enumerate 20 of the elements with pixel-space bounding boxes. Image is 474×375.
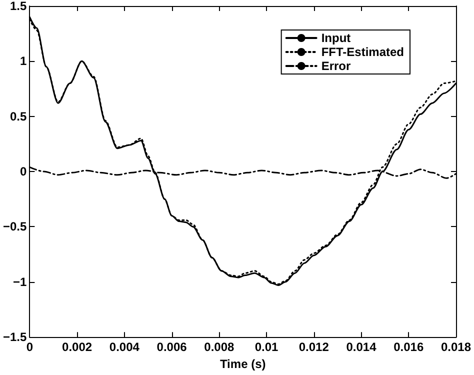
y-tick-label: −1 xyxy=(13,274,28,289)
legend-label: FFT-Estimated xyxy=(321,45,404,59)
x-tick-label: 0.018 xyxy=(440,340,472,354)
x-tick-label: 0.006 xyxy=(156,340,188,354)
x-tick-label: 0.01 xyxy=(254,340,279,354)
x-tick-label: 0.002 xyxy=(62,340,92,354)
x-tick-label: 0.014 xyxy=(346,340,377,354)
y-tick-label: 1.5 xyxy=(10,0,28,13)
x-axis-title: Time (s) xyxy=(220,357,266,371)
x-tick-label: 0.016 xyxy=(394,340,424,354)
x-tick-label: 0.004 xyxy=(109,340,140,354)
y-tick-label: 0.5 xyxy=(10,109,28,124)
y-tick-label: 0 xyxy=(20,164,27,179)
x-tick-label: 0.012 xyxy=(298,340,330,354)
legend-label: Error xyxy=(321,59,351,73)
x-tick-label: 0.008 xyxy=(204,340,234,354)
y-tick-label: 1 xyxy=(20,54,27,68)
y-tick-label: −1.5 xyxy=(2,330,27,344)
legend-label: Input xyxy=(321,31,351,45)
y-tick-label: −0.5 xyxy=(2,220,27,234)
